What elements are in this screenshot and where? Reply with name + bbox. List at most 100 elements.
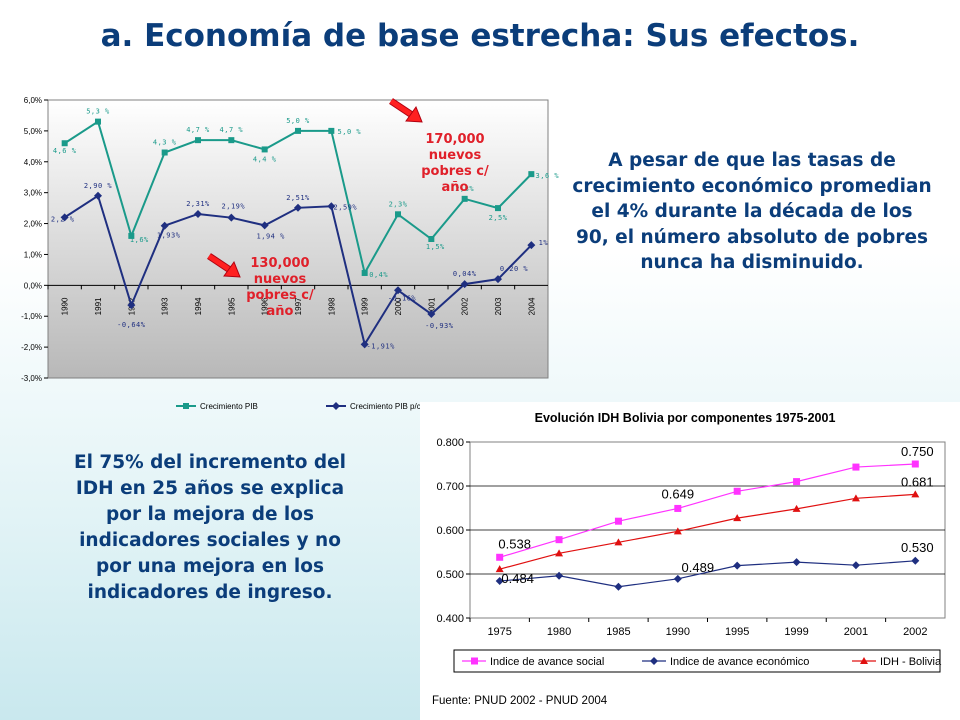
- x-tick-label: 1996: [261, 297, 270, 315]
- legend-label: IDH - Bolivia: [880, 656, 942, 668]
- y-tick-label: 0.500: [436, 569, 464, 581]
- data-point: [495, 577, 504, 586]
- data-label: 5,3 %: [86, 108, 110, 116]
- data-point: [555, 536, 563, 544]
- y-tick-label: 3,0%: [24, 189, 42, 198]
- data-point: [614, 538, 623, 546]
- x-tick-label: 1990: [61, 297, 70, 315]
- data-point: [555, 571, 564, 580]
- gdp-growth-chart: 6,0% 5,0% 4,0% 3,0% 2,0% 1,0% 0,0% -1,0% -2,0% -3…: [21, 96, 559, 411]
- poverty-paragraph: A pesar de que las tasas de crecimiento …: [572, 150, 932, 273]
- data-label: 2,90 %: [84, 182, 113, 190]
- legend-label: Crecimiento PIB: [200, 402, 258, 411]
- x-tick-label: 1995: [725, 626, 749, 638]
- data-point: [394, 286, 402, 295]
- legend-box: [453, 649, 941, 673]
- data-point: [614, 517, 622, 525]
- data-point: [674, 504, 682, 512]
- data-point: [851, 494, 860, 502]
- legend-marker: [860, 657, 868, 664]
- x-tick-label: 2001: [427, 297, 436, 315]
- data-label: 2,5%: [489, 214, 508, 222]
- series-line-1: [499, 560, 916, 588]
- red-arrow-icon: [389, 98, 423, 123]
- idh-paragraph: El 75% del incremento del IDH en 25 años…: [74, 452, 346, 603]
- data-point: [460, 280, 469, 289]
- data-point: [261, 146, 268, 153]
- data-point: [733, 487, 741, 495]
- data-label: -0,64%: [117, 321, 146, 329]
- data-point: [673, 527, 682, 535]
- data-label: 2,19%: [222, 203, 246, 211]
- x-tick-label: 1995: [227, 297, 236, 315]
- x-tick-label: 2004: [527, 297, 536, 315]
- legend-marker: [650, 657, 658, 665]
- data-label: 0.649: [662, 486, 695, 501]
- y-tick-label: 4,0%: [24, 158, 42, 167]
- data-point: [911, 460, 919, 468]
- x-tick-label: 1998: [327, 297, 336, 315]
- data-point: [327, 202, 336, 211]
- y-tick-label: -2,0%: [21, 343, 42, 352]
- x-tick-label: 1985: [606, 626, 630, 638]
- poverty-annotation-170k: 170,000 nuevos pobres c/ año: [421, 132, 489, 195]
- data-label: 0.489: [682, 560, 715, 575]
- legend-label: Crecimiento PIB p/c (1): [350, 402, 433, 411]
- data-label: 2,59%: [334, 203, 358, 211]
- red-arrow-icon: [207, 253, 241, 278]
- data-label: 0.681: [901, 474, 934, 489]
- legend-label: Indice de avance social: [490, 656, 604, 668]
- series-line-2: [499, 493, 916, 570]
- chart-title: Evolución IDH Bolivia por componentes 19…: [535, 411, 836, 425]
- data-label: -1,91%: [367, 342, 396, 350]
- data-label: 2,8%: [455, 185, 474, 193]
- y-tick-label: -1,0%: [21, 312, 42, 321]
- data-label: 1%: [539, 239, 549, 247]
- data-label: 4,7 %: [220, 126, 244, 134]
- source-note: Fuente: PNUD 2002 - PNUD 2004: [432, 695, 608, 707]
- idh-components-chart: Evolución IDH Bolivia por componentes 19…: [420, 402, 960, 720]
- data-label: 1,94 %: [257, 232, 286, 240]
- data-label: 4,7 %: [186, 126, 210, 134]
- data-point: [851, 561, 860, 570]
- data-label: 5,0 %: [338, 128, 362, 136]
- data-point: [733, 561, 742, 570]
- data-point: [733, 514, 742, 522]
- data-label: 2,3%: [389, 200, 408, 208]
- data-label: 0,04%: [453, 270, 477, 278]
- y-tick-label: 2,0%: [24, 220, 42, 229]
- data-label: 0.750: [901, 444, 934, 459]
- data-point: [194, 209, 202, 218]
- data-label: 4,3 %: [153, 139, 177, 147]
- y-tick-label: 0.600: [436, 525, 464, 537]
- data-point: [361, 269, 368, 276]
- x-tick-label: 1993: [161, 297, 170, 315]
- data-point: [495, 565, 504, 573]
- data-point: [295, 127, 301, 134]
- data-label: 5,0 %: [286, 117, 310, 125]
- data-point: [61, 140, 68, 147]
- data-point: [60, 213, 69, 222]
- data-point: [127, 301, 136, 310]
- x-tick-label: 2001: [844, 626, 868, 638]
- data-point: [528, 171, 535, 178]
- y-tick-label: 0,0%: [24, 281, 42, 290]
- data-label: 0.538: [498, 536, 531, 551]
- data-label: -0,16%: [388, 294, 417, 302]
- poverty-annotation-130k: 130,000 nuevos pobres c/ año: [246, 256, 314, 319]
- legend-label: Indice de avance económico: [670, 656, 809, 668]
- data-point: [614, 582, 623, 591]
- data-point: [228, 137, 235, 144]
- data-point: [128, 232, 135, 239]
- data-point: [95, 118, 101, 125]
- x-tick-label: 2002: [461, 297, 470, 315]
- data-point: [260, 221, 269, 230]
- data-label: 0,4%: [369, 271, 388, 279]
- data-point: [294, 203, 302, 212]
- data-label: 0,20 %: [500, 265, 529, 273]
- data-point: [94, 191, 102, 200]
- data-point: [195, 137, 201, 144]
- x-tick-label: 1999: [361, 297, 370, 315]
- data-point: [360, 340, 369, 349]
- y-tick-label: -3,0%: [21, 374, 42, 383]
